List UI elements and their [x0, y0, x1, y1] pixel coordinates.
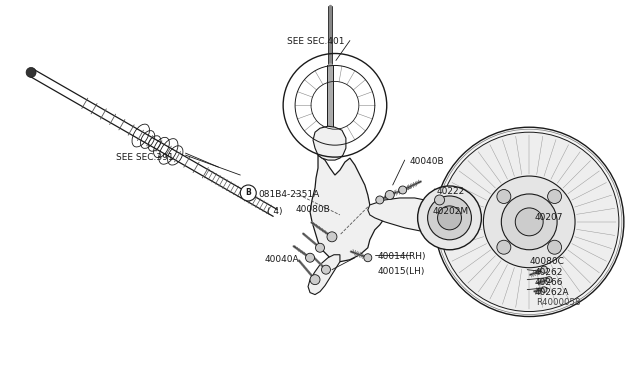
Text: 40080C: 40080C — [529, 257, 564, 266]
Text: 40040B: 40040B — [410, 157, 444, 166]
Circle shape — [541, 287, 547, 292]
Text: 40080B: 40080B — [295, 205, 330, 214]
Circle shape — [435, 195, 445, 205]
Text: 081B4-2351A: 081B4-2351A — [258, 190, 319, 199]
Circle shape — [501, 194, 557, 250]
Circle shape — [376, 196, 384, 204]
Circle shape — [428, 196, 472, 240]
Text: 40015(LH): 40015(LH) — [378, 267, 425, 276]
Text: 40014(RH): 40014(RH) — [378, 252, 426, 261]
Polygon shape — [310, 155, 385, 262]
Text: 40222: 40222 — [436, 187, 465, 196]
Text: 40262A: 40262A — [534, 288, 569, 296]
Circle shape — [497, 240, 511, 254]
Circle shape — [497, 189, 511, 203]
Circle shape — [546, 277, 552, 283]
Polygon shape — [368, 198, 445, 232]
Circle shape — [541, 266, 548, 273]
Circle shape — [435, 127, 624, 317]
Text: 40207: 40207 — [534, 213, 563, 222]
Circle shape — [440, 132, 619, 311]
Circle shape — [515, 208, 543, 236]
Text: 40262: 40262 — [534, 268, 563, 277]
Circle shape — [364, 254, 372, 262]
Circle shape — [385, 190, 394, 199]
Circle shape — [483, 176, 575, 268]
Text: SEE SEC.401: SEE SEC.401 — [287, 36, 345, 45]
Circle shape — [310, 275, 320, 285]
Circle shape — [26, 67, 36, 77]
Circle shape — [316, 243, 324, 252]
Circle shape — [399, 186, 406, 194]
Text: 40040A: 40040A — [264, 255, 299, 264]
Text: B: B — [245, 189, 251, 198]
Circle shape — [305, 253, 314, 262]
Circle shape — [548, 240, 561, 254]
Text: SEE SEC.391: SEE SEC.391 — [116, 153, 173, 162]
Circle shape — [418, 186, 481, 250]
Text: 40202M: 40202M — [433, 207, 468, 216]
Circle shape — [438, 206, 461, 230]
Polygon shape — [313, 126, 346, 160]
Circle shape — [548, 189, 561, 203]
Text: 40266: 40266 — [534, 278, 563, 287]
Circle shape — [240, 185, 256, 201]
Circle shape — [327, 232, 337, 242]
Text: ( 4): ( 4) — [267, 207, 283, 216]
Polygon shape — [308, 255, 340, 295]
Text: R4000058: R4000058 — [536, 298, 580, 307]
Circle shape — [321, 265, 330, 274]
